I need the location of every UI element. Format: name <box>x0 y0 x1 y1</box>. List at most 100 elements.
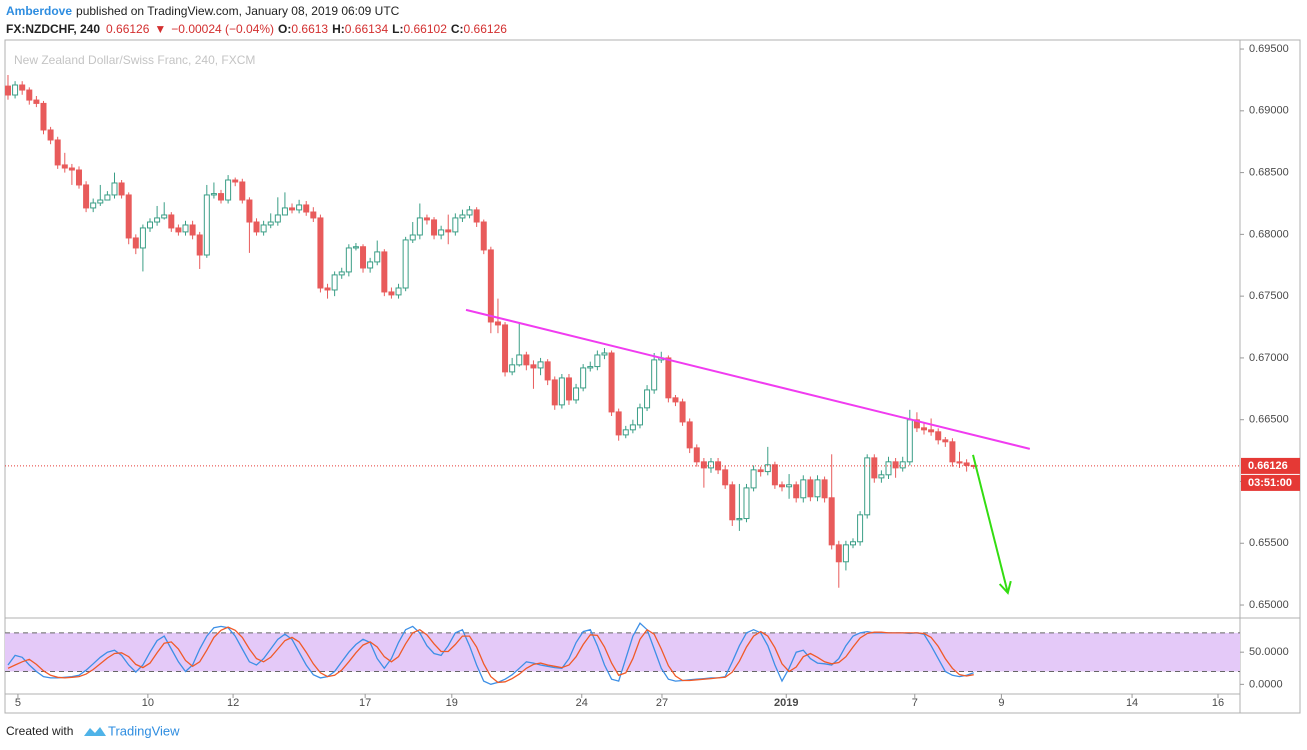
candle-body <box>260 224 267 233</box>
candle-body <box>267 221 274 226</box>
candle-body <box>587 366 594 369</box>
y-tick-label: 0.0000 <box>1249 678 1283 690</box>
candle-body <box>644 389 651 409</box>
y-tick-label: 0.65500 <box>1249 537 1289 549</box>
candle-body <box>857 514 864 543</box>
x-tick-label: 12 <box>227 697 239 709</box>
c-label: C: <box>451 22 464 36</box>
candle-body <box>651 359 658 391</box>
brand[interactable]: TradingView <box>108 723 180 738</box>
author[interactable]: Amberdove <box>6 4 72 18</box>
c-value: 0.66126 <box>464 22 508 36</box>
candle-body <box>750 469 757 489</box>
candle-body <box>679 401 686 423</box>
candle-body <box>147 221 154 229</box>
candle-body <box>83 184 90 209</box>
candle-body <box>849 541 856 546</box>
candle-body <box>225 179 232 201</box>
candle-body <box>864 457 871 516</box>
candle-body <box>942 439 949 443</box>
h-label: H: <box>332 22 345 36</box>
candle-body <box>594 354 601 368</box>
candle-body <box>317 217 324 289</box>
candle-body <box>196 234 203 256</box>
candle-body <box>793 484 800 499</box>
candle-body <box>963 462 970 466</box>
candle-body <box>12 84 19 96</box>
candle-body <box>693 447 700 463</box>
symbol-line: FX:NZDCHF, 240 0.66126 ▼ −0.00024 (−0.04%) O… <box>6 22 507 36</box>
candle-body <box>871 457 878 479</box>
candle-body <box>530 364 537 369</box>
candle-body <box>452 217 459 233</box>
candle-body <box>786 484 793 488</box>
y-tick-label: 0.68000 <box>1249 228 1289 240</box>
candle-body <box>402 239 409 289</box>
candle-body <box>807 479 814 498</box>
y-tick-label: 0.67000 <box>1249 352 1289 364</box>
candle-body <box>835 544 842 563</box>
candle-body <box>395 287 402 296</box>
candle-body <box>707 461 714 469</box>
candle-body <box>544 361 551 381</box>
candle-body <box>296 204 303 211</box>
candle-body <box>636 407 643 426</box>
candle-body <box>601 352 608 356</box>
price-label-box <box>1241 457 1300 474</box>
oscillator-line <box>7 626 974 684</box>
candle-body <box>629 424 636 431</box>
candle-body <box>715 461 722 471</box>
logo <box>84 727 106 736</box>
candle-body <box>778 484 785 488</box>
candle-body <box>949 441 956 463</box>
candle-body <box>814 479 821 498</box>
candle-body <box>700 461 707 469</box>
candle-body <box>885 461 892 476</box>
candle-body <box>40 102 47 131</box>
candle-body <box>54 139 61 166</box>
o-label: O: <box>278 22 291 36</box>
candle-body <box>757 469 764 473</box>
candle-body <box>75 169 82 186</box>
price-label: 0.66126 <box>1248 460 1288 472</box>
footer: Created with <box>6 724 73 738</box>
candle-body <box>61 164 68 169</box>
candle-body <box>125 194 132 239</box>
symbol: FX:NZDCHF, 240 <box>6 22 100 36</box>
candle-body <box>899 461 906 469</box>
candle-body <box>168 214 175 229</box>
candle-body <box>580 367 587 389</box>
candle-body <box>473 209 480 223</box>
candle-body <box>189 224 196 236</box>
arrow <box>972 454 1009 594</box>
candle-body <box>281 207 288 216</box>
candle-body <box>842 544 849 563</box>
candle-body <box>523 354 530 366</box>
candle-body <box>665 357 672 399</box>
candle-body <box>878 474 885 479</box>
candle-body <box>33 99 40 104</box>
candle-body <box>360 246 367 269</box>
candle-body <box>154 217 161 223</box>
candle-body <box>132 237 139 249</box>
candle-body <box>672 397 679 403</box>
chart-title: New Zealand Dollar/Swiss Franc, 240, FXC… <box>14 53 255 67</box>
oscillator-line <box>7 622 974 685</box>
l-label: L: <box>392 22 403 36</box>
candle-body <box>381 251 388 293</box>
candle-body <box>956 461 963 464</box>
x-tick-label: 14 <box>1126 697 1138 709</box>
candle-body <box>771 464 778 486</box>
candle-body <box>19 84 26 91</box>
candle-body <box>104 194 111 201</box>
y-tick-label: 0.69500 <box>1249 43 1289 55</box>
candle-body <box>203 194 210 256</box>
candle-body <box>338 271 345 276</box>
candle-body <box>615 411 622 436</box>
candle-body <box>928 429 935 433</box>
candle-body <box>274 214 281 223</box>
candle-body <box>573 387 580 401</box>
published: published on TradingView.com, January 08… <box>76 4 400 18</box>
y-tick-label: 0.65000 <box>1249 599 1289 611</box>
